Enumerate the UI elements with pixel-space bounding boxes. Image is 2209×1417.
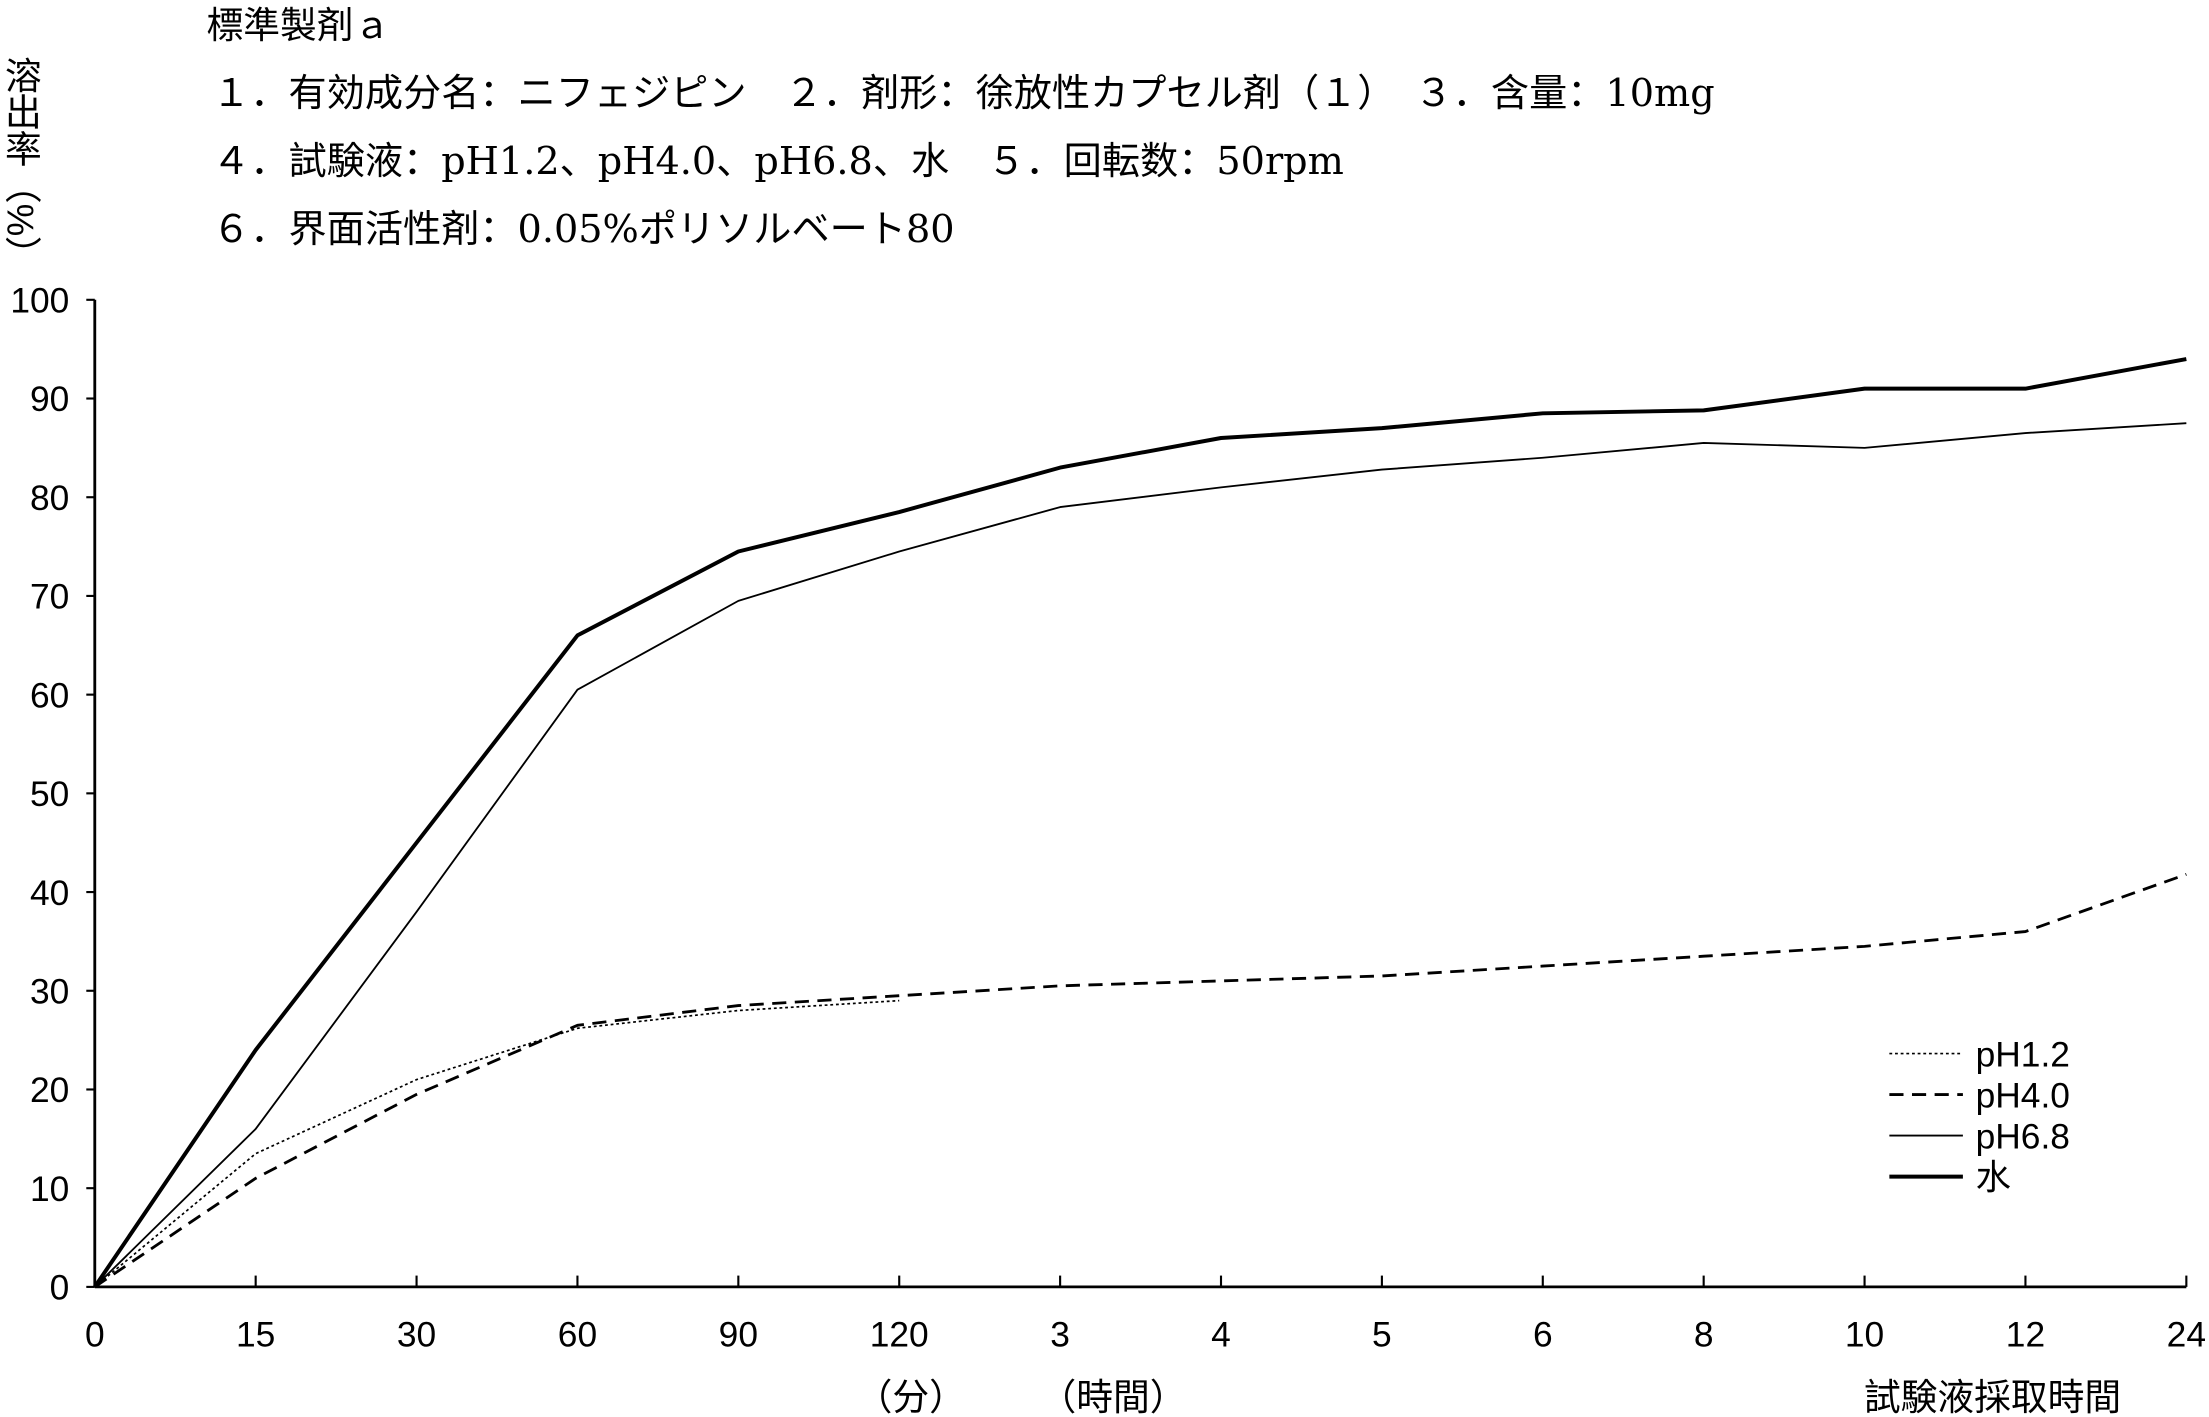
legend-label: pH4.0 [1976, 1076, 2070, 1115]
data-point [2185, 873, 2187, 875]
data-point [1542, 457, 1544, 459]
x-unit-minutes: （分） [856, 1377, 966, 1417]
data-point [415, 911, 417, 913]
data-point [737, 1009, 739, 1011]
x-tick-label: 15 [236, 1315, 275, 1354]
data-point [2185, 358, 2187, 360]
data-point [898, 550, 900, 552]
data-point [1220, 486, 1222, 488]
data-point [1220, 437, 1222, 439]
data-point [255, 1153, 257, 1155]
series-line-dashed [93, 872, 2187, 1289]
x-tick-label: 5 [1372, 1315, 1392, 1354]
y-tick-label: 60 [30, 676, 69, 715]
y-tick-label: 50 [30, 775, 69, 814]
series-line-thick [93, 357, 2187, 1289]
data-point [737, 600, 739, 602]
data-point [1542, 965, 1544, 967]
x-tick-label: 4 [1211, 1315, 1231, 1354]
legend-label: pH6.8 [1976, 1117, 2070, 1156]
condition-line-3: ６．界面活性剤：0.05%ポリソルベート80 [212, 208, 954, 252]
y-axis-label: 溶出率（%） [0, 57, 42, 273]
x-tick-label: 120 [870, 1315, 929, 1354]
data-point [1542, 412, 1544, 414]
data-point [255, 1049, 257, 1051]
x-tick-label: 8 [1694, 1315, 1714, 1354]
data-point [415, 842, 417, 844]
data-point [2185, 422, 2187, 424]
y-tick-label: 80 [30, 479, 69, 518]
data-point [94, 1286, 96, 1288]
legend-label: 水 [1976, 1158, 2011, 1197]
data-point [255, 1128, 257, 1130]
data-point [415, 1078, 417, 1080]
data-point [576, 634, 578, 636]
x-tick-label: 60 [558, 1315, 597, 1354]
data-point [576, 689, 578, 691]
data-point [1059, 985, 1061, 987]
data-point [2024, 388, 2026, 390]
chart-title: 標準製剤ａ [207, 5, 391, 46]
data-point [1703, 955, 1705, 957]
series-line-dotted [94, 999, 900, 1288]
data-point [1703, 409, 1705, 411]
data-point [1381, 975, 1383, 977]
x-tick-label: 0 [85, 1315, 105, 1354]
data-point [1220, 980, 1222, 982]
data-point [1863, 945, 1865, 947]
data-point [737, 550, 739, 552]
y-tick-label: 40 [30, 874, 69, 913]
data-point [898, 1000, 900, 1002]
data-point [576, 1027, 578, 1029]
x-tick-label: 10 [1845, 1315, 1884, 1354]
y-tick-label: 10 [30, 1170, 69, 1209]
y-tick-label: 0 [50, 1269, 70, 1308]
x-unit-hours: （時間） [1039, 1377, 1186, 1417]
x-tick-label: 30 [397, 1315, 436, 1354]
data-point [415, 1093, 417, 1095]
data-point [1863, 388, 1865, 390]
data-point [1703, 442, 1705, 444]
x-tick-label: 6 [1533, 1315, 1553, 1354]
axes: 0 10 20 30 40 50 60 70 80 90 100 0 15 30 60 90 120 3 4 5 6 8 1… [10, 282, 2206, 1355]
y-tick-label: 90 [30, 380, 69, 419]
data-point [1863, 447, 1865, 449]
x-axis-label: 試験液採取時間 [1864, 1377, 2121, 1417]
legend-label: pH1.2 [1976, 1035, 2070, 1074]
y-tick-label: 70 [30, 578, 69, 617]
series-group [93, 357, 2187, 1289]
series-line-thin [94, 422, 2187, 1288]
data-point [1381, 427, 1383, 429]
x-tick-label: 3 [1050, 1315, 1070, 1354]
y-tick-label: 100 [10, 282, 69, 321]
data-point [737, 1004, 739, 1006]
data-point [898, 511, 900, 513]
y-tick-label: 30 [30, 972, 69, 1011]
data-point [2024, 432, 2026, 434]
condition-line-2: ４．試験液：pH1.2、pH4.0、pH6.8、水 ５．回転数：50rpm [212, 140, 1344, 184]
data-point [1059, 466, 1061, 468]
condition-line-1: １．有効成分名：ニフェジピン ２．剤形：徐放性カプセル剤（１） ３．含量：10m… [212, 72, 1714, 116]
x-tick-label: 24 [2167, 1315, 2206, 1354]
data-point [1381, 468, 1383, 470]
data-point [576, 1024, 578, 1026]
data-point [898, 995, 900, 997]
x-tick-label: 90 [719, 1315, 758, 1354]
data-point [2024, 930, 2026, 932]
data-point [255, 1177, 257, 1179]
data-point [1059, 506, 1061, 508]
x-tick-label: 12 [2006, 1315, 2045, 1354]
y-tick-label: 20 [30, 1071, 69, 1110]
